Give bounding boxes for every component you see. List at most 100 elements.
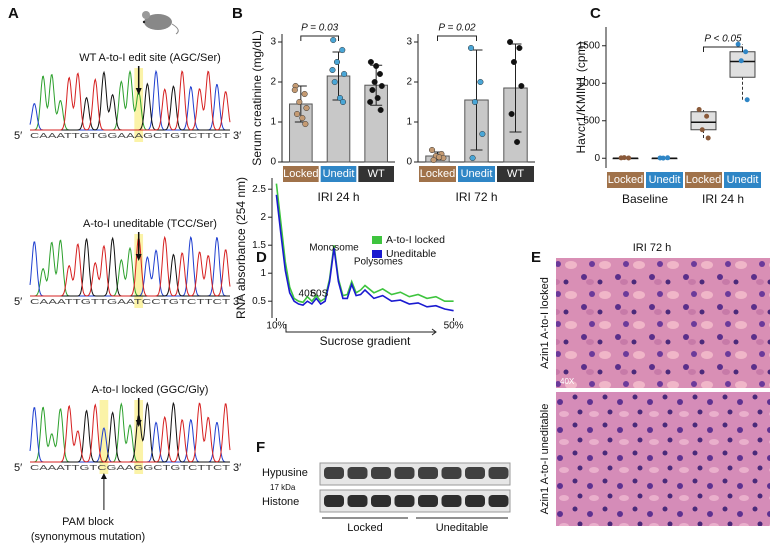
data-point [516, 44, 523, 52]
three-prime: 3′ [233, 462, 241, 474]
mouse-icon [142, 11, 179, 35]
y-tick-label: 2 [406, 77, 412, 88]
band-label: Histone [262, 496, 299, 508]
histology-image [556, 392, 770, 526]
x-tick-label: Locked [283, 168, 318, 180]
data-point [514, 138, 521, 146]
legend-label: Uneditable [386, 248, 436, 260]
data-point [336, 94, 344, 102]
data-point [374, 94, 381, 102]
category-box [724, 172, 761, 188]
data-point [743, 49, 749, 55]
site-title: A-to-I locked (GGC/Gly) [92, 384, 209, 396]
data-point [735, 41, 741, 47]
magnification: 40X [560, 377, 575, 386]
x-axis-label: IRI 72 h [455, 190, 497, 204]
y-tick-label: 0 [270, 157, 276, 168]
highlight [99, 400, 109, 474]
blot-band [324, 467, 344, 479]
y-tick-label: 0 [406, 157, 412, 168]
three-prime: 3′ [233, 296, 241, 308]
sequence: CAAATTGTTGAATCCTGTCTTCT [30, 299, 231, 306]
x-tick-label: Unedit [649, 174, 681, 186]
blot [319, 489, 511, 513]
blot-band [347, 495, 368, 507]
y-tick-label: 2 [260, 212, 266, 223]
y-tick-label: 0 [594, 153, 600, 164]
data-point [436, 154, 443, 161]
data-point [301, 90, 308, 98]
significance-bracket [300, 35, 339, 41]
chromatogram-trace [30, 239, 230, 297]
blot-band [371, 495, 391, 507]
box [690, 111, 717, 131]
data-point [699, 127, 705, 133]
pam-label: PAM block [62, 516, 114, 528]
significance-bracket [437, 35, 477, 41]
category-box [685, 172, 722, 188]
data-point [506, 38, 514, 46]
data-point [477, 78, 484, 86]
y-tick-label: 1000 [578, 78, 601, 89]
x-tick-label: WT [368, 168, 385, 180]
blot-band [394, 495, 415, 507]
blot [319, 462, 511, 486]
data-point [339, 46, 346, 54]
x-tick-label: Locked [686, 174, 721, 186]
data-point [329, 66, 336, 74]
panel-label: A [8, 5, 19, 22]
data-point [508, 110, 515, 118]
data-point [738, 58, 744, 64]
line-series [275, 194, 454, 312]
data-point [510, 58, 517, 66]
blot-band [488, 495, 509, 507]
group-label: IRI 24 h [702, 192, 744, 206]
y-tick-label: 1 [270, 117, 276, 128]
gradient-arrow [285, 324, 437, 336]
x-axis-label: Sucrose gradient [320, 334, 411, 348]
chromatogram-trace [29, 236, 230, 297]
blot-band [488, 467, 509, 479]
category-box [497, 166, 534, 182]
y-tick-label: 3 [270, 37, 276, 48]
three-prime: 3′ [233, 130, 241, 142]
data-point [294, 110, 301, 118]
data-point [471, 98, 478, 106]
category-box [646, 172, 683, 188]
significance-bracket [703, 46, 743, 52]
highlight [134, 68, 144, 142]
legend-swatch [372, 250, 382, 258]
pam-note: (synonymous mutation) [31, 531, 145, 543]
arrow-head [135, 420, 142, 427]
five-prime: 5′ [14, 462, 22, 474]
arrow-head [135, 88, 142, 95]
category-box [419, 166, 456, 182]
x-tick-label: 50% [444, 321, 464, 332]
x-tick-label: Unedit [727, 174, 759, 186]
category-box [358, 166, 394, 182]
y-tick-label: 3 [406, 37, 412, 48]
data-point [296, 98, 303, 106]
annotation: Monosome [309, 243, 359, 254]
data-point [428, 146, 436, 154]
x-tick-label: Locked [608, 174, 643, 186]
x-tick-label: 10% [266, 321, 286, 332]
data-point [302, 120, 309, 128]
blot-band [465, 467, 485, 479]
panel-label: D [256, 249, 267, 266]
panel-label: E [531, 249, 541, 266]
data-point [696, 107, 702, 112]
category-box [458, 166, 495, 182]
data-point [331, 78, 338, 86]
data-point [705, 135, 711, 141]
five-prime: 5′ [14, 296, 22, 308]
data-point [621, 155, 627, 161]
y-tick-label: 1 [260, 268, 266, 279]
y-axis-label: Serum creatinine (mg/dL) [250, 30, 264, 165]
annotation: Polysomes [354, 257, 403, 268]
box [729, 51, 756, 78]
x-tick-label: Unedit [323, 168, 355, 180]
chromatogram-trace [30, 69, 230, 131]
data-point [467, 44, 475, 52]
